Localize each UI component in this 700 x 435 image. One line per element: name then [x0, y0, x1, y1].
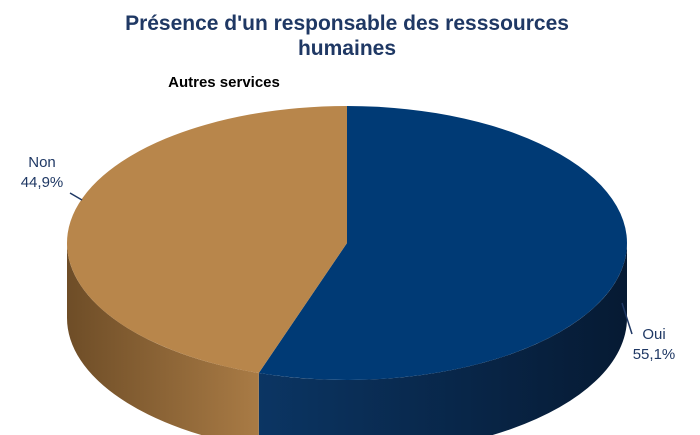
chart-title-line-1: Présence d'un responsable des resssource…: [125, 12, 569, 35]
slice-label-non: Non: [28, 154, 56, 171]
pie-side-oui: [258, 243, 627, 435]
slice-leader-line-oui: [621, 302, 633, 335]
slice-leader-line-non: [69, 192, 83, 201]
chart-subtitle: Autres services: [168, 74, 280, 91]
pie-slice-oui: [258, 106, 627, 380]
slice-value-oui: 55,1%: [633, 346, 676, 363]
pie-slice-non: [66, 106, 347, 374]
chart-title-line-2: humaines: [298, 37, 396, 60]
slice-value-non: 44,9%: [21, 174, 64, 191]
pie-side-walls: [67, 243, 627, 435]
pie-top-faces: [66, 106, 627, 380]
pie-side-non: [67, 243, 259, 435]
slice-label-oui: Oui: [642, 326, 665, 343]
